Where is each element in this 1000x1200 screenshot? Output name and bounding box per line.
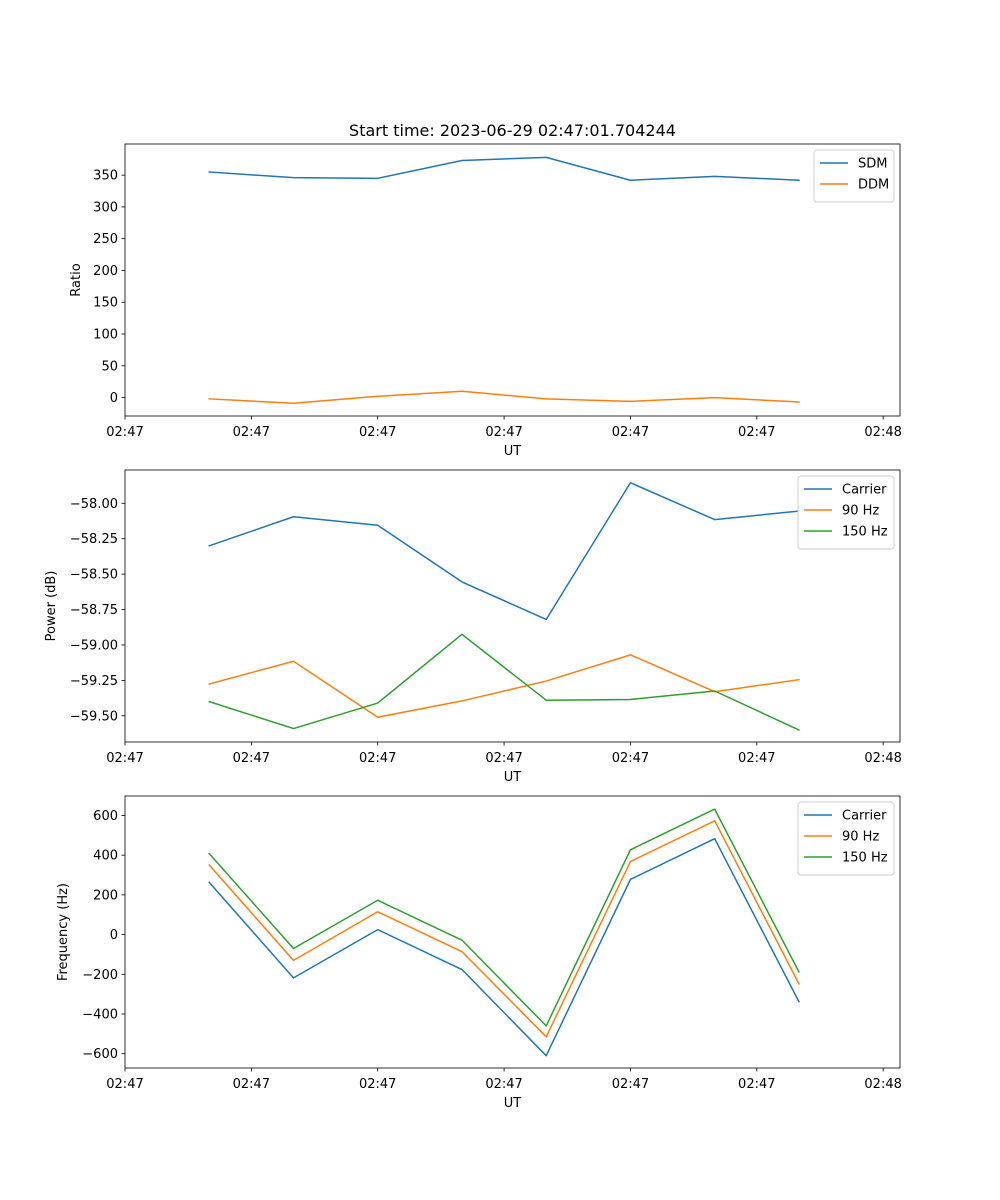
legend: Carrier 90 Hz 150 Hz bbox=[797, 475, 895, 550]
x-tick-label: 02:47 bbox=[233, 1077, 270, 1092]
x-tick-label: 02:47 bbox=[485, 751, 522, 766]
x-tick-label: 02:47 bbox=[738, 425, 775, 440]
series-line-carrier bbox=[208, 482, 800, 621]
y-tick-label: −400 bbox=[82, 1007, 118, 1022]
x-tick-label: 02:47 bbox=[612, 1077, 649, 1092]
axes-frame bbox=[124, 143, 901, 417]
x-tick-label: 02:47 bbox=[485, 1077, 522, 1092]
series-line-150-hz bbox=[208, 633, 800, 731]
y-axis-title: Ratio bbox=[69, 263, 84, 296]
x-tick-label: 02:47 bbox=[359, 425, 396, 440]
y-axis-title: Frequency (Hz) bbox=[56, 883, 71, 981]
x-axis-title: UT bbox=[504, 770, 522, 785]
x-tick-label: 02:47 bbox=[738, 1077, 775, 1092]
series-line-sdm bbox=[208, 156, 800, 182]
x-tick-label: 02:47 bbox=[106, 751, 143, 766]
x-tick-label: 02:47 bbox=[612, 751, 649, 766]
subplot-3: 02:47 02:47 02:47 02:47 02:47 02:47 02:48 600 40… bbox=[56, 795, 902, 1111]
legend: SDM DDM bbox=[813, 149, 895, 203]
y-tick-label: 250 bbox=[93, 232, 118, 247]
series-line-90-hz bbox=[208, 654, 800, 718]
x-tick-label: 02:47 bbox=[106, 1077, 143, 1092]
y-tick-label: 50 bbox=[101, 359, 118, 374]
y-tick-label: 150 bbox=[93, 296, 118, 311]
y-tick-label: −58.50 bbox=[70, 568, 118, 583]
y-tick-label: 300 bbox=[93, 200, 118, 215]
y-tick-label: 0 bbox=[110, 928, 118, 943]
y-tick-label: −59.00 bbox=[70, 638, 118, 653]
y-tick-label: 400 bbox=[93, 849, 118, 864]
x-axis-title: UT bbox=[504, 1096, 522, 1111]
legend-label: Carrier bbox=[842, 809, 887, 824]
y-tick-label: 600 bbox=[93, 809, 118, 824]
y-tick-label: 350 bbox=[93, 169, 118, 184]
series-line-carrier bbox=[208, 837, 800, 1057]
axes-frame bbox=[124, 469, 901, 743]
y-tick-label: −59.50 bbox=[70, 709, 118, 724]
x-tick-label: 02:48 bbox=[864, 751, 901, 766]
x-tick-label: 02:48 bbox=[864, 1077, 901, 1092]
legend-label: SDM bbox=[858, 157, 887, 172]
x-tick-label: 02:47 bbox=[738, 751, 775, 766]
legend-label: 90 Hz bbox=[842, 504, 879, 519]
y-tick-label: −59.25 bbox=[70, 674, 118, 689]
panels: 02:47 02:47 02:47 02:47 02:47 02:47 02:48 0 50 10… bbox=[44, 143, 902, 1111]
y-tick-label: 200 bbox=[93, 264, 118, 279]
x-tick-label: 02:47 bbox=[359, 751, 396, 766]
y-tick-label: 100 bbox=[93, 328, 118, 343]
axes-frame bbox=[124, 795, 901, 1069]
subplot-2: 02:47 02:47 02:47 02:47 02:47 02:47 02:48 −58.0… bbox=[44, 469, 902, 785]
legend-label: 150 Hz bbox=[842, 525, 888, 540]
x-tick-label: 02:47 bbox=[233, 425, 270, 440]
x-tick-label: 02:47 bbox=[233, 751, 270, 766]
series-line-150-hz bbox=[208, 808, 800, 1027]
y-axis-title: Power (dB) bbox=[44, 571, 59, 642]
x-tick-label: 02:48 bbox=[864, 425, 901, 440]
y-tick-label: −600 bbox=[82, 1047, 118, 1062]
x-tick-label: 02:47 bbox=[359, 1077, 396, 1092]
y-tick-label: 200 bbox=[93, 888, 118, 903]
y-tick-label: −200 bbox=[82, 968, 118, 983]
y-tick-label: −58.75 bbox=[70, 603, 118, 618]
y-tick-label: 0 bbox=[110, 391, 118, 406]
x-tick-label: 02:47 bbox=[485, 425, 522, 440]
x-tick-label: 02:47 bbox=[612, 425, 649, 440]
legend-label: Carrier bbox=[842, 483, 887, 498]
legend-label: DDM bbox=[858, 178, 889, 193]
x-axis-title: UT bbox=[504, 444, 522, 459]
series-line-ddm bbox=[208, 390, 800, 405]
figure-title: Start time: 2023-06-29 02:47:01.704244 bbox=[349, 121, 676, 140]
legend-label: 90 Hz bbox=[842, 830, 879, 845]
x-tick-label: 02:47 bbox=[106, 425, 143, 440]
y-tick-label: −58.00 bbox=[70, 497, 118, 512]
legend: Carrier 90 Hz 150 Hz bbox=[797, 801, 895, 876]
y-tick-label: −58.25 bbox=[70, 532, 118, 547]
subplot-1: 02:47 02:47 02:47 02:47 02:47 02:47 02:48 0 50 10… bbox=[69, 143, 902, 459]
legend-label: 150 Hz bbox=[842, 851, 888, 866]
series-line-90-hz bbox=[208, 820, 800, 1038]
